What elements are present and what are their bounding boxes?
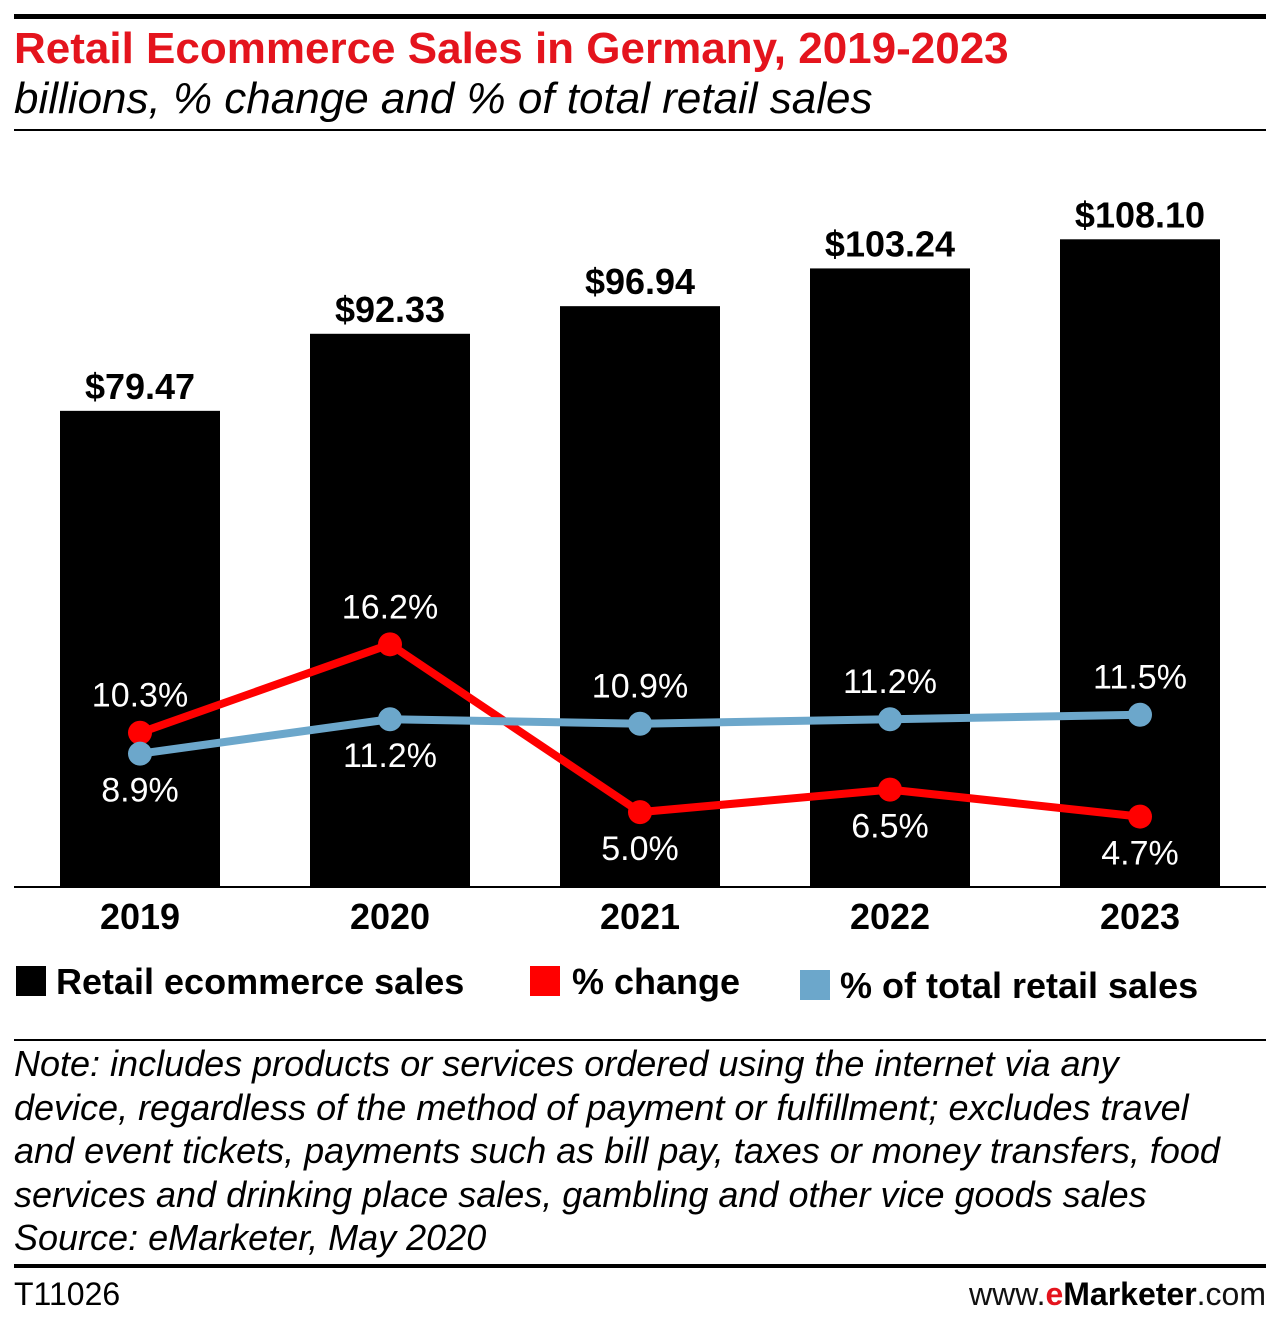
note-line: device, regardless of the method of paym… — [14, 1086, 1189, 1128]
point-label-pct-of-total-retail-sales-2021: 10.9% — [592, 668, 688, 706]
brand-prefix: www. — [969, 1276, 1046, 1312]
point-pct-of-total-retail-sales-2023 — [1128, 702, 1152, 727]
legend-label-retail-ecommerce-sales: Retail ecommerce sales — [56, 961, 465, 1002]
brand-accent: e — [1045, 1276, 1064, 1312]
point-label-pct-change-2020: 16.2% — [342, 588, 438, 626]
x-tick-label-2019: 2019 — [100, 896, 180, 937]
point-label-pct-change-2019: 10.3% — [92, 677, 188, 715]
chart-title: Retail Ecommerce Sales in Germany, 2019-… — [14, 24, 1009, 73]
legend-rule — [14, 1039, 1266, 1041]
point-pct-of-total-retail-sales-2020 — [378, 707, 402, 732]
bottom-rule — [14, 1264, 1266, 1268]
point-pct-change-2020 — [378, 632, 402, 657]
chart-id: T11026 — [14, 1276, 121, 1312]
point-pct-change-2019 — [128, 720, 152, 745]
note-block: Note: includes products or services orde… — [14, 1042, 1266, 1260]
brand-suffix: .com — [1196, 1276, 1266, 1312]
point-label-pct-of-total-retail-sales-2019: 8.9% — [101, 772, 179, 810]
x-tick-label-2020: 2020 — [350, 896, 430, 937]
x-tick-label-2023: 2023 — [1100, 896, 1180, 937]
brand-url: www.eMarketer.com — [969, 1278, 1266, 1310]
point-pct-of-total-retail-sales-2022 — [878, 707, 902, 732]
point-pct-of-total-retail-sales-2019 — [128, 741, 152, 766]
legend-swatch-pct-change — [530, 966, 560, 996]
point-pct-change-2023 — [1128, 804, 1152, 829]
point-label-pct-of-total-retail-sales-2022: 11.2% — [843, 663, 937, 701]
bar-value-label-2020: $92.33 — [335, 289, 445, 330]
point-label-pct-of-total-retail-sales-2023: 11.5% — [1093, 659, 1187, 697]
legend-label-pct-of-total-retail-sales: % of total retail sales — [840, 965, 1199, 1006]
bar-2021 — [560, 306, 720, 887]
legend-item-retail-ecommerce-sales: Retail ecommerce sales — [16, 964, 464, 1002]
legend-swatch-pct-of-total-retail-sales — [800, 970, 830, 1000]
bar-value-label-2022: $103.24 — [825, 223, 955, 264]
point-label-pct-change-2023: 4.7% — [1101, 835, 1179, 873]
bar-2020 — [310, 333, 470, 887]
point-label-pct-change-2022: 6.5% — [851, 808, 929, 846]
subtitle-rule — [14, 129, 1266, 131]
legend-swatch-retail-ecommerce-sales — [16, 966, 46, 996]
note-line: services and drinking place sales, gambl… — [14, 1173, 1147, 1215]
point-label-pct-of-total-retail-sales-2020: 11.2% — [343, 737, 437, 775]
chart-subtitle: billions, % change and % of total retail… — [14, 74, 873, 123]
note-line: and event tickets, payments such as bill… — [14, 1130, 1220, 1171]
legend-label-pct-change: % change — [572, 961, 741, 1002]
bar-value-label-2023: $108.10 — [1075, 194, 1205, 235]
bar-2019 — [60, 410, 220, 887]
legend-item-pct-of-total-retail-sales: % of total retail sales — [800, 968, 1220, 1006]
point-pct-change-2022 — [878, 777, 902, 802]
bar-value-label-2021: $96.94 — [585, 261, 695, 302]
source-line: Source: eMarketer, May 2020 — [14, 1217, 487, 1258]
bar-2023 — [1060, 239, 1220, 887]
x-tick-label-2021: 2021 — [600, 896, 680, 937]
point-label-pct-change-2021: 5.0% — [601, 830, 679, 868]
note-line: Note: includes products or services orde… — [14, 1043, 1119, 1084]
bar-value-label-2019: $79.47 — [85, 366, 195, 407]
top-rule — [14, 14, 1266, 19]
brand-name: Marketer — [1063, 1276, 1197, 1312]
point-pct-of-total-retail-sales-2021 — [628, 711, 652, 736]
point-pct-change-2021 — [628, 800, 652, 825]
chart-plot: $79.47 $92.33 $96.94 $103.24 $108.10 2019 2020… — [14, 194, 1266, 937]
x-tick-label-2022: 2022 — [850, 896, 930, 937]
legend-item-pct-change: % change — [530, 964, 950, 1002]
